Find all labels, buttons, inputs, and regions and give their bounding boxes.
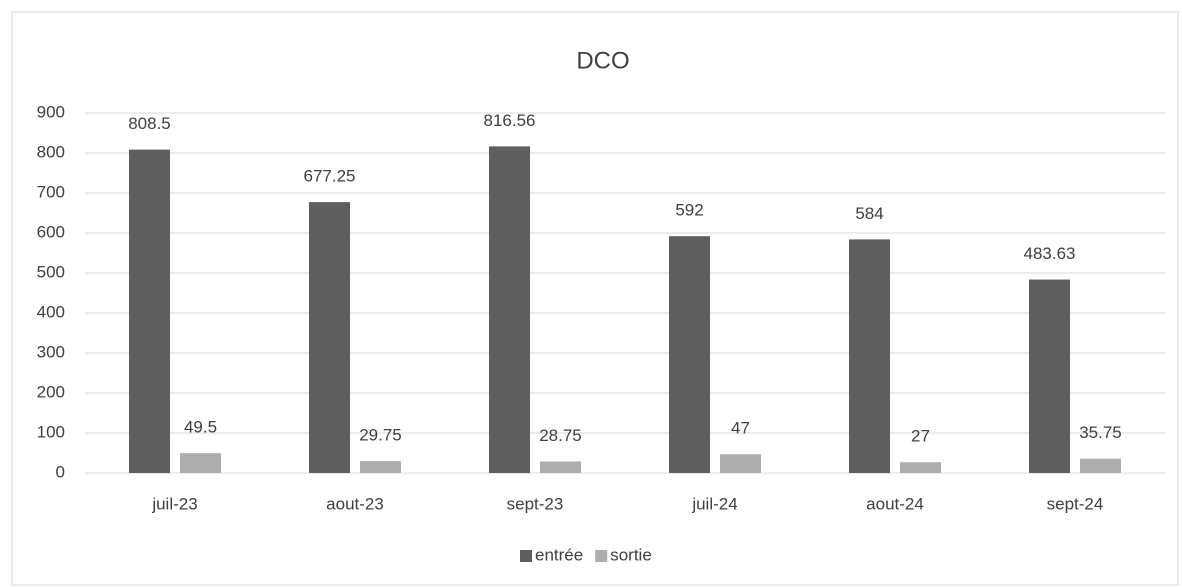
bar bbox=[1080, 458, 1121, 473]
data-label: 35.75 bbox=[1079, 423, 1122, 442]
x-tick-label: sept-24 bbox=[1047, 494, 1104, 513]
y-tick-label: 700 bbox=[37, 182, 65, 201]
y-tick-label: 200 bbox=[37, 382, 65, 401]
data-label: 47 bbox=[731, 419, 750, 438]
x-tick-label: sept-23 bbox=[507, 494, 564, 513]
bar bbox=[129, 149, 170, 473]
legend-label: sortie bbox=[610, 545, 652, 564]
y-tick-label: 100 bbox=[37, 422, 65, 441]
data-label: 816.56 bbox=[484, 111, 536, 130]
bar bbox=[669, 236, 710, 473]
y-tick-label: 800 bbox=[37, 142, 65, 161]
bar bbox=[489, 146, 530, 473]
bar bbox=[1029, 279, 1070, 473]
data-label: 29.75 bbox=[359, 426, 402, 445]
data-label: 808.5 bbox=[128, 114, 171, 133]
data-label: 49.5 bbox=[184, 418, 217, 437]
y-tick-label: 300 bbox=[37, 342, 65, 361]
bar bbox=[309, 202, 350, 473]
y-tick-label: 500 bbox=[37, 262, 65, 281]
data-label: 483.63 bbox=[1024, 244, 1076, 263]
y-tick-label: 400 bbox=[37, 302, 65, 321]
bar bbox=[849, 239, 890, 473]
y-tick-label: 0 bbox=[56, 462, 65, 481]
bar bbox=[540, 461, 581, 473]
bar bbox=[900, 462, 941, 473]
bar bbox=[180, 453, 221, 473]
legend-label: entrée bbox=[535, 545, 583, 564]
x-tick-label: aout-24 bbox=[866, 494, 924, 513]
legend-swatch bbox=[520, 550, 532, 562]
bar bbox=[720, 454, 761, 473]
bar bbox=[360, 461, 401, 473]
data-label: 592 bbox=[675, 201, 703, 220]
data-label: 27 bbox=[911, 427, 930, 446]
data-label: 677.25 bbox=[304, 167, 356, 186]
y-tick-label: 600 bbox=[37, 222, 65, 241]
data-label: 28.75 bbox=[539, 426, 582, 445]
x-tick-label: juil-24 bbox=[691, 494, 737, 513]
chart-border bbox=[11, 11, 1179, 586]
x-tick-label: aout-23 bbox=[326, 494, 384, 513]
chart-title: DCO bbox=[576, 47, 629, 74]
data-label: 584 bbox=[855, 204, 883, 223]
y-tick-label: 900 bbox=[37, 102, 65, 121]
x-tick-label: juil-23 bbox=[151, 494, 197, 513]
legend-swatch bbox=[595, 550, 608, 562]
